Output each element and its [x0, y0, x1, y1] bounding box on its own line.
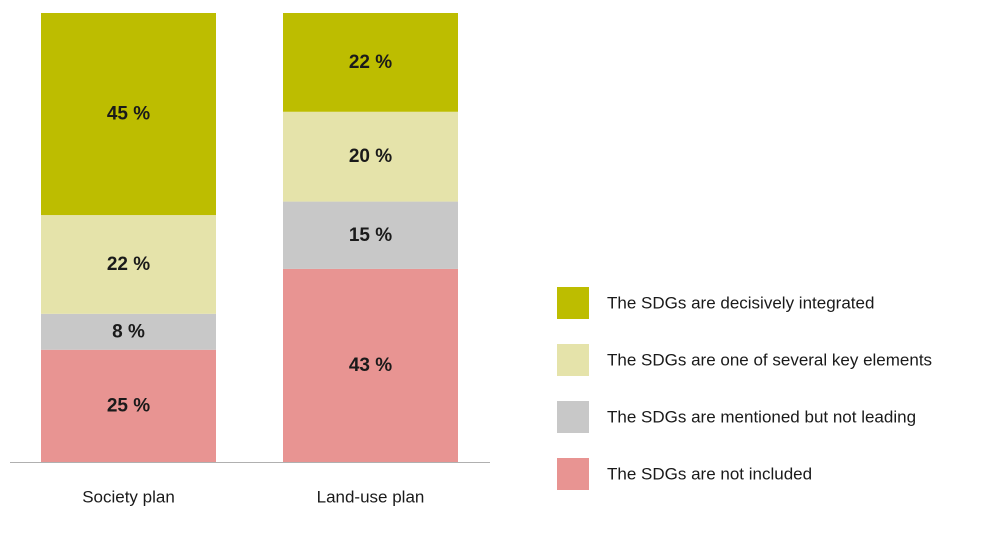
data-label-land-use-plan-0: 43 % — [349, 355, 392, 376]
category-labels-group: Society plan Land-use plan — [82, 488, 424, 507]
data-label-society-plan-3: 45 % — [107, 104, 150, 125]
legend-swatch-0 — [557, 287, 589, 319]
legend: The SDGs are decisively integrated The SD… — [557, 287, 932, 490]
data-label-land-use-plan-1: 15 % — [349, 225, 392, 246]
data-label-society-plan-2: 22 % — [107, 254, 150, 275]
legend-swatch-3 — [557, 458, 589, 490]
legend-label-3: The SDGs are not included — [607, 465, 812, 484]
data-label-land-use-plan-3: 22 % — [349, 52, 392, 73]
legend-swatch-2 — [557, 401, 589, 433]
data-label-society-plan-1: 8 % — [112, 321, 145, 342]
legend-label-2: The SDGs are mentioned but not leading — [607, 408, 916, 427]
category-label-land-use-plan: Land-use plan — [317, 488, 425, 507]
bars-group: 25 % 8 % 22 % 45 % 43 % 15 % 20 % 22 % — [41, 13, 458, 462]
legend-label-1: The SDGs are one of several key elements — [607, 351, 932, 370]
legend-label-0: The SDGs are decisively integrated — [607, 294, 874, 313]
data-label-society-plan-0: 25 % — [107, 395, 150, 416]
category-label-society-plan: Society plan — [82, 488, 175, 507]
legend-swatch-1 — [557, 344, 589, 376]
data-label-land-use-plan-2: 20 % — [349, 146, 392, 167]
